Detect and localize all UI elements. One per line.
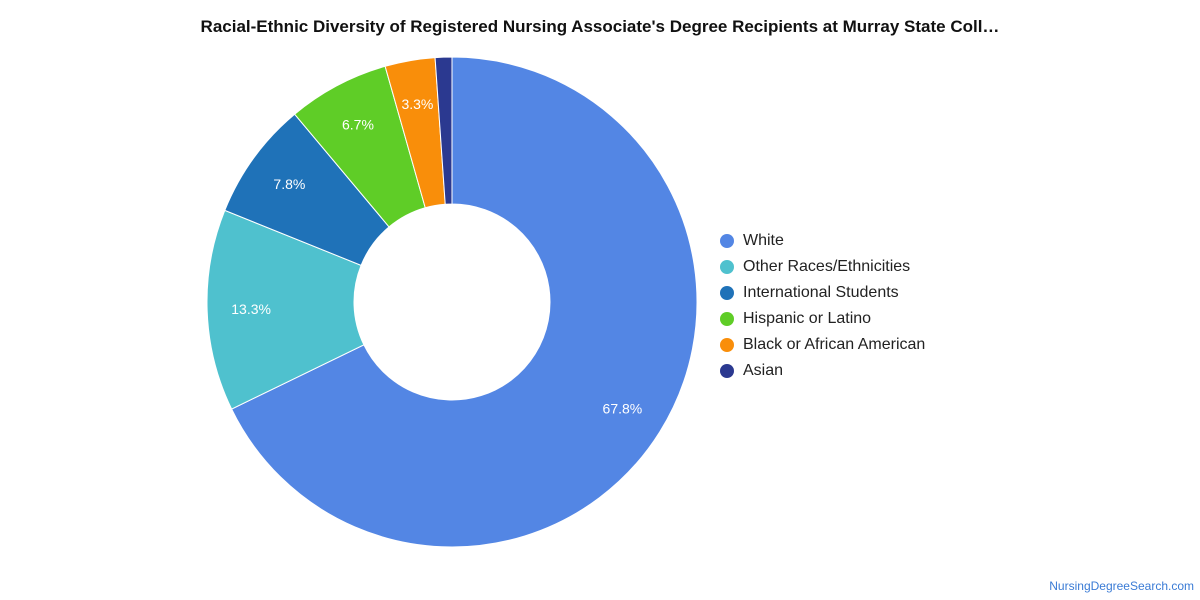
legend-label: Hispanic or Latino (743, 310, 872, 327)
legend-item-black-or-african-american[interactable]: Black or African American (720, 332, 925, 358)
slice-label-white: 67.8% (603, 401, 643, 417)
legend-label: International Students (743, 284, 899, 301)
chart-legend: White Other Races/Ethnicities Internationa… (720, 228, 925, 384)
legend-label: Other Races/Ethnicities (743, 258, 911, 275)
slice-white[interactable] (230, 56, 698, 548)
slice-label-other-races-ethnicities: 13.3% (231, 301, 271, 317)
legend-swatch-icon (720, 286, 734, 300)
legend-swatch-icon (720, 260, 734, 274)
chart-title: Racial-Ethnic Diversity of Registered Nu… (200, 17, 1000, 36)
legend-item-asian[interactable]: Asian (720, 358, 925, 384)
legend-item-other-races-ethnicities[interactable]: Other Races/Ethnicities (720, 254, 925, 280)
legend-swatch-icon (720, 234, 734, 248)
slice-label-international-students: 7.8% (273, 176, 305, 192)
legend-swatch-icon (720, 312, 734, 326)
slice-asian[interactable] (434, 56, 453, 205)
slice-other-races-ethnicities[interactable] (206, 209, 365, 410)
legend-item-white[interactable]: White (720, 228, 925, 254)
legend-item-hispanic-or-latino[interactable]: Hispanic or Latino (720, 306, 925, 332)
slice-label-hispanic-or-latino: 6.7% (342, 116, 374, 132)
watermark-link[interactable]: NursingDegreeSearch.com (1049, 579, 1194, 593)
legend-label: Asian (743, 362, 784, 379)
slice-label-black-or-african-american: 3.3% (401, 96, 433, 112)
legend-label: Black or African American (743, 336, 926, 353)
legend-label: White (743, 232, 784, 249)
donut-chart: 67.8% 13.3% 7.8% 6.7% 3.3% (206, 56, 698, 548)
legend-item-international-students[interactable]: International Students (720, 280, 925, 306)
legend-swatch-icon (720, 338, 734, 352)
legend-swatch-icon (720, 364, 734, 378)
